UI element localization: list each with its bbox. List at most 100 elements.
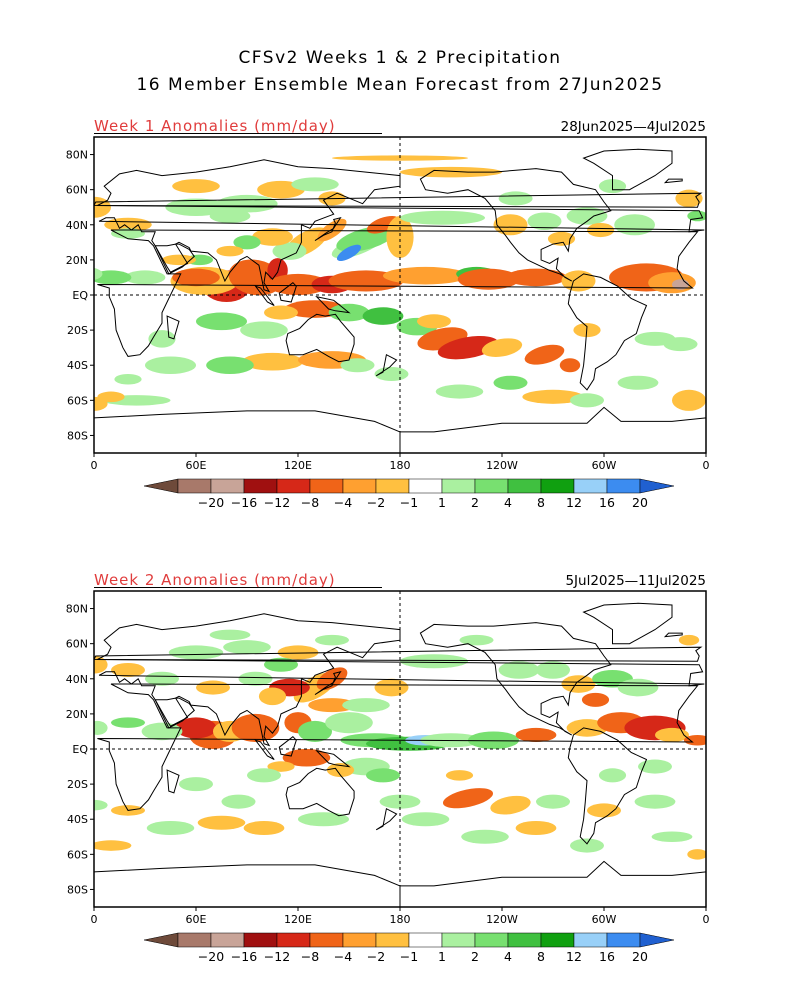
anomaly-blob: [342, 698, 390, 713]
lon-tick-label: 60W: [592, 913, 617, 926]
anomaly-blob: [272, 242, 307, 260]
colorbar-label: −16: [231, 495, 257, 510]
colorbar-label: −20: [198, 949, 224, 964]
anomaly-blob: [683, 734, 706, 746]
anomaly-blob: [524, 344, 565, 365]
anomaly-field: [94, 155, 706, 411]
anomaly-blob: [267, 273, 329, 295]
anomaly-blob: [114, 374, 142, 385]
anomaly-blob: [206, 356, 254, 374]
panel-1-title-underline: [94, 133, 382, 134]
coastline: [94, 192, 703, 208]
anomaly-blob: [209, 629, 251, 641]
colorbar: −20 −16 −12 −8 −4 −2 −1 1 2 4 8 12 16 20: [143, 478, 675, 510]
anomaly-blob: [233, 235, 261, 250]
colorbar-label: 12: [566, 495, 582, 510]
coastline: [315, 295, 351, 314]
anomaly-blob: [561, 270, 596, 292]
anomaly-blob: [400, 654, 468, 669]
anomaly-blob: [417, 314, 451, 329]
lon-tick-label: 120E: [284, 459, 312, 472]
lat-tick-label: 60N: [66, 184, 88, 197]
anomaly-blob: [435, 384, 484, 399]
lon-tick-label: 180: [390, 459, 411, 472]
anomaly-blob: [172, 179, 220, 194]
coastline: [375, 807, 398, 831]
anomaly-blob: [587, 803, 621, 818]
colorbar-segment: [606, 932, 641, 948]
lat-tick-label: 40S: [67, 359, 88, 372]
anomaly-blob: [515, 820, 557, 836]
anomaly-blob: [374, 678, 409, 697]
colorbar-label: 2: [471, 495, 479, 510]
anomaly-blob: [94, 270, 132, 285]
lon-tick-label: 0: [91, 913, 98, 926]
lon-tick-label: 120W: [486, 459, 518, 472]
anomaly-blob: [459, 634, 494, 646]
colorbar-segment: [342, 932, 377, 948]
colorbar-label: 4: [504, 949, 512, 964]
colorbar-segment: [606, 478, 641, 494]
coastline: [315, 749, 351, 768]
panel-2-title: Week 2 Anomalies (mm/day): [94, 571, 336, 589]
colorbar-segment: [342, 478, 377, 494]
lat-tick-label: 40S: [67, 813, 88, 826]
anomaly-blob: [498, 661, 540, 679]
colorbar-label: 2: [471, 949, 479, 964]
lat-tick-label: 60S: [67, 848, 88, 861]
colorbar-label: 1: [438, 495, 446, 510]
anomaly-blob: [400, 210, 485, 225]
anomaly-blob: [298, 812, 349, 827]
anomaly-blob: [94, 720, 108, 735]
coastline: [97, 229, 699, 357]
anomaly-blob: [638, 759, 672, 774]
panel-2-date-range: 5Jul2025—11Jul2025: [565, 573, 706, 589]
anomaly-blob: [490, 795, 531, 815]
colorbar-segment: [309, 478, 344, 494]
anomaly-blob: [383, 266, 468, 285]
coastline: [154, 697, 195, 729]
anomaly-blob: [238, 671, 273, 686]
coastline: [663, 178, 683, 184]
anomaly-blob: [196, 680, 230, 695]
anomaly-blob: [587, 223, 615, 238]
colorbar-low-arrow: [143, 478, 179, 494]
anomaly-blob: [146, 820, 195, 836]
colorbar-segment: [177, 932, 212, 948]
colorbar-segment: [441, 932, 476, 948]
coastline: [399, 860, 706, 907]
colorbar-segment: [210, 932, 245, 948]
anomaly-blob: [505, 268, 567, 287]
colorbar-label: 8: [537, 949, 545, 964]
lat-tick-label: 20N: [66, 254, 88, 267]
anomaly-blob: [231, 713, 280, 742]
anomaly-blob: [498, 191, 533, 206]
colorbar-high-arrow: [639, 478, 675, 494]
lon-tick-label: 120E: [284, 913, 312, 926]
anomaly-blob: [566, 207, 608, 225]
lon-tick-label: 0: [91, 459, 98, 472]
colorbar-label: −8: [301, 495, 319, 510]
anomaly-blob: [145, 356, 196, 374]
anomaly-blob: [282, 749, 331, 767]
coastline: [419, 168, 612, 282]
colorbar-segment: [573, 932, 608, 948]
lat-tick-label: 80N: [66, 603, 88, 616]
colorbar-label: −12: [264, 495, 290, 510]
coastline: [278, 736, 297, 757]
coastline: [582, 602, 673, 645]
colorbar-label: 20: [632, 495, 648, 510]
anomaly-blob: [141, 722, 183, 741]
coastline: [154, 243, 195, 275]
anomaly-blob: [298, 720, 332, 742]
anomaly-blob: [267, 761, 295, 772]
colorbar-segment: [375, 932, 410, 948]
coastline: [663, 632, 683, 638]
lon-tick-label: 180: [390, 913, 411, 926]
colorbar-segment: [309, 932, 344, 948]
anomaly-blob: [401, 812, 450, 827]
panel-1-date-range: 28Jun2025—4Jul2025: [560, 119, 706, 135]
colorbar-label: −20: [198, 495, 224, 510]
anomaly-blob: [94, 267, 103, 281]
anomaly-blob: [241, 352, 304, 371]
